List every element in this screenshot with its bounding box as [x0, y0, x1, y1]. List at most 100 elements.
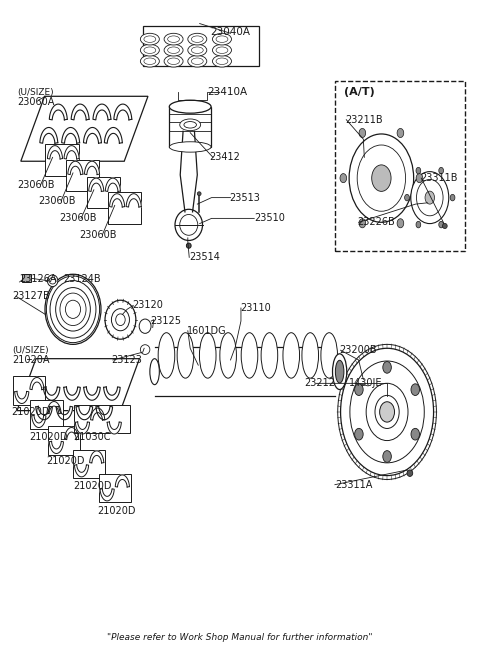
- Text: 23200B: 23200B: [340, 345, 377, 355]
- Bar: [74, 405, 130, 434]
- Polygon shape: [15, 391, 29, 403]
- Bar: [335, 81, 466, 251]
- Ellipse shape: [375, 396, 399, 428]
- Ellipse shape: [188, 45, 207, 56]
- Ellipse shape: [286, 341, 297, 370]
- Ellipse shape: [169, 100, 211, 113]
- Polygon shape: [47, 402, 61, 414]
- Text: 23510: 23510: [254, 214, 285, 223]
- Ellipse shape: [341, 348, 433, 476]
- Ellipse shape: [416, 168, 421, 174]
- Ellipse shape: [140, 345, 150, 354]
- Polygon shape: [32, 415, 46, 428]
- Ellipse shape: [439, 221, 444, 228]
- Polygon shape: [49, 441, 63, 453]
- Polygon shape: [21, 96, 148, 161]
- Ellipse shape: [213, 56, 231, 67]
- Ellipse shape: [169, 100, 211, 113]
- Polygon shape: [71, 104, 89, 120]
- Polygon shape: [36, 406, 52, 420]
- Ellipse shape: [180, 214, 198, 235]
- Ellipse shape: [203, 341, 213, 370]
- Ellipse shape: [164, 56, 183, 67]
- Polygon shape: [64, 387, 80, 400]
- Ellipse shape: [140, 56, 159, 67]
- Bar: [87, 177, 120, 208]
- Bar: [108, 193, 141, 223]
- Ellipse shape: [416, 174, 423, 183]
- Ellipse shape: [177, 333, 194, 378]
- Text: 23127B: 23127B: [12, 291, 50, 301]
- Ellipse shape: [45, 274, 101, 345]
- Ellipse shape: [164, 45, 183, 56]
- Ellipse shape: [48, 275, 58, 287]
- Text: 23040A: 23040A: [211, 27, 251, 37]
- Ellipse shape: [111, 309, 130, 331]
- Ellipse shape: [168, 58, 180, 64]
- Ellipse shape: [416, 221, 421, 228]
- Ellipse shape: [411, 172, 449, 223]
- Ellipse shape: [49, 278, 56, 284]
- Text: 23410A: 23410A: [207, 87, 247, 98]
- Text: 1430JE: 1430JE: [349, 379, 383, 388]
- Polygon shape: [17, 359, 139, 411]
- Polygon shape: [109, 194, 125, 207]
- Text: (U/SIZE): (U/SIZE): [12, 346, 49, 355]
- Ellipse shape: [216, 58, 228, 64]
- Polygon shape: [105, 178, 120, 191]
- Polygon shape: [48, 145, 62, 159]
- Text: 21020D: 21020D: [47, 457, 85, 466]
- Bar: [66, 160, 99, 191]
- Ellipse shape: [192, 36, 203, 43]
- Ellipse shape: [199, 333, 216, 378]
- Polygon shape: [100, 489, 114, 501]
- Polygon shape: [30, 377, 44, 390]
- Polygon shape: [75, 422, 90, 434]
- Bar: [143, 26, 259, 66]
- Polygon shape: [114, 104, 132, 120]
- Bar: [73, 449, 105, 478]
- Polygon shape: [61, 128, 80, 143]
- Ellipse shape: [161, 341, 172, 370]
- Ellipse shape: [283, 333, 300, 378]
- Ellipse shape: [439, 168, 444, 174]
- Text: (U/SIZE): (U/SIZE): [17, 88, 54, 97]
- Ellipse shape: [140, 33, 159, 45]
- Polygon shape: [84, 387, 100, 400]
- Ellipse shape: [216, 47, 228, 54]
- Bar: [30, 400, 62, 429]
- Polygon shape: [56, 406, 72, 420]
- Ellipse shape: [213, 45, 231, 56]
- Ellipse shape: [175, 210, 203, 240]
- Ellipse shape: [65, 300, 81, 318]
- Ellipse shape: [47, 276, 99, 343]
- Ellipse shape: [164, 33, 183, 45]
- Ellipse shape: [359, 128, 366, 138]
- Text: 23126A: 23126A: [19, 274, 57, 284]
- Text: 23311B: 23311B: [420, 173, 458, 183]
- Polygon shape: [68, 161, 83, 175]
- Ellipse shape: [244, 341, 255, 370]
- Ellipse shape: [383, 451, 391, 462]
- Ellipse shape: [150, 359, 159, 384]
- Ellipse shape: [333, 354, 347, 390]
- Polygon shape: [40, 128, 58, 143]
- Ellipse shape: [397, 219, 404, 228]
- Polygon shape: [64, 145, 79, 159]
- Polygon shape: [74, 465, 89, 477]
- Ellipse shape: [158, 333, 175, 378]
- Ellipse shape: [264, 341, 275, 370]
- Text: "Please refer to Work Shop Manual for further information": "Please refer to Work Shop Manual for fu…: [107, 633, 373, 643]
- Ellipse shape: [305, 341, 315, 370]
- Text: 23123: 23123: [111, 355, 142, 365]
- Ellipse shape: [140, 45, 159, 56]
- Ellipse shape: [443, 223, 447, 229]
- Text: 1601DG: 1601DG: [187, 326, 227, 336]
- Ellipse shape: [321, 333, 337, 378]
- Polygon shape: [64, 428, 79, 440]
- Ellipse shape: [359, 219, 366, 228]
- Ellipse shape: [144, 36, 156, 43]
- Ellipse shape: [350, 361, 424, 463]
- Ellipse shape: [372, 165, 391, 191]
- Text: 23060B: 23060B: [38, 196, 76, 206]
